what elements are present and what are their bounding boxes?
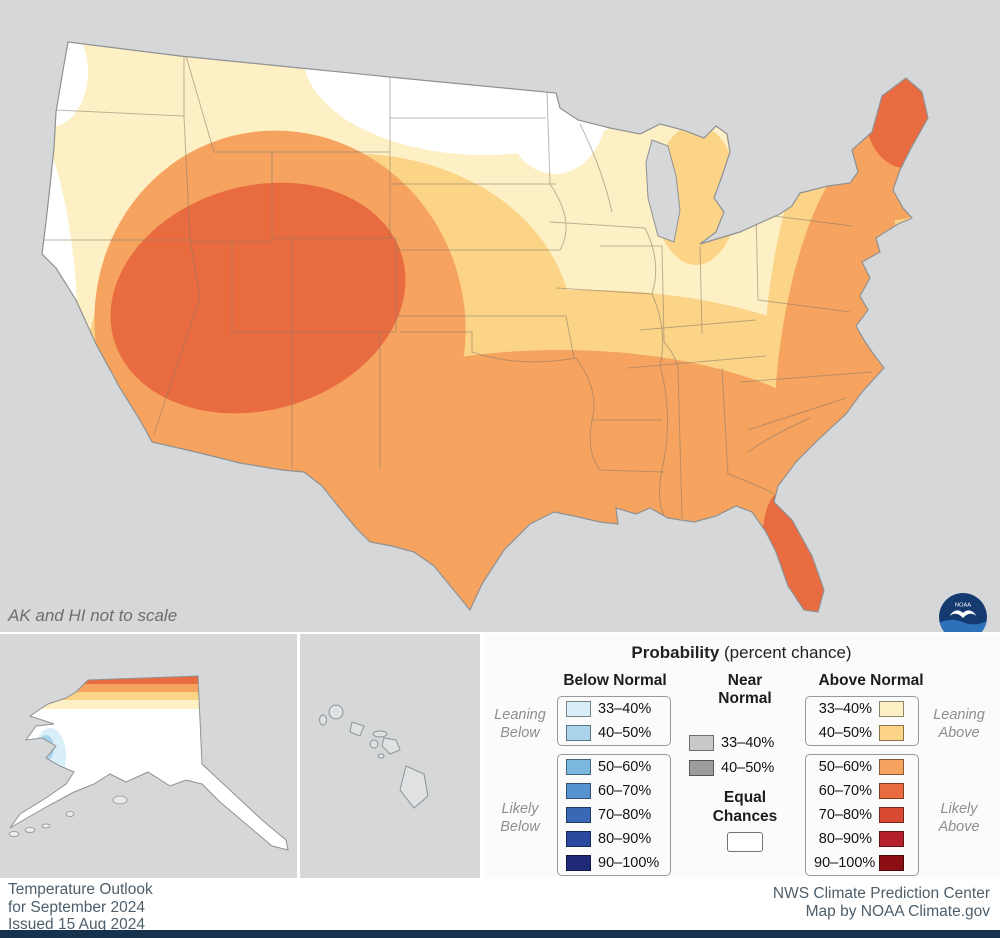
probability-swatch — [879, 783, 904, 799]
probability-range: 33–40% — [598, 701, 652, 717]
lake-michigan — [645, 139, 681, 243]
probability-range: 70–80% — [598, 807, 652, 823]
hawaii-islands — [319, 704, 429, 809]
us-outline — [41, 41, 929, 613]
legend-row: 90–100% — [566, 855, 662, 871]
probability-range: 90–100% — [814, 855, 876, 871]
probability-range: 50–60% — [818, 759, 872, 775]
leaning-above-label: Leaning Above — [933, 707, 985, 741]
bottom-accent-bar — [0, 930, 1000, 938]
probability-swatch — [566, 831, 591, 847]
probability-range: 40–50% — [598, 725, 652, 741]
probability-range: 33–40% — [721, 735, 775, 751]
legend-row: 50–60% — [566, 759, 662, 775]
footer-valid-period: for September 2024 — [8, 898, 146, 916]
likely-above-label: Likely Above — [938, 801, 980, 835]
legend-title-note: (percent chance) — [719, 643, 852, 662]
probability-swatch — [879, 759, 904, 775]
above-likely-group: 50–60% 60–70% 70–80% 80–90% 90–100% — [805, 754, 919, 876]
near-normal-header: Near Normal — [718, 672, 772, 707]
probability-range: 50–60% — [598, 759, 652, 775]
probability-swatch — [566, 759, 591, 775]
footer-credit: Map by NOAA Climate.gov — [805, 903, 990, 920]
probability-swatch — [689, 735, 714, 751]
probability-range: 60–70% — [818, 783, 872, 799]
above-normal-header: Above Normal — [818, 672, 924, 689]
legend-row: 80–90% — [566, 831, 662, 847]
footer-right: NWS Climate Prediction Center Map by NOA… — [773, 885, 990, 921]
legend-row: 33–40% — [814, 701, 910, 717]
probability-range: 70–80% — [818, 807, 872, 823]
footer: Temperature Outlook for September 2024 I… — [0, 878, 1000, 933]
legend-title: Probability (percent chance) — [483, 643, 1000, 663]
insets-row: Probability (percent chance) Below Norma… — [0, 632, 1000, 878]
below-leaning-group: 33–40% 40–50% — [557, 696, 671, 746]
footer-issued-date: Issued 15 Aug 2024 — [8, 916, 146, 933]
alaska-shading — [10, 676, 288, 850]
legend-row: 50–60% — [814, 759, 910, 775]
probability-swatch — [566, 701, 591, 717]
probability-range: 60–70% — [598, 783, 652, 799]
state-borders — [44, 54, 873, 519]
probability-swatch — [879, 807, 904, 823]
alaska-inset — [0, 634, 297, 878]
probability-legend: Probability (percent chance) Below Norma… — [483, 634, 1000, 878]
legend-row: 80–90% — [814, 831, 910, 847]
legend-row: 33–40% — [689, 735, 774, 751]
noaa-logo-text: NOAA — [955, 603, 971, 609]
probability-range: 33–40% — [818, 701, 872, 717]
legend-row: 60–70% — [566, 783, 662, 799]
likely-below-label: Likely Below — [500, 801, 540, 835]
probability-range: 40–50% — [818, 725, 872, 741]
equal-chances-swatch — [727, 832, 763, 852]
probability-swatch — [689, 760, 714, 776]
hawaii-inset — [300, 634, 480, 878]
above-leaning-group: 33–40% 40–50% — [805, 696, 919, 746]
legend-row: 33–40% — [566, 701, 662, 717]
legend-title-word: Probability — [631, 643, 720, 662]
legend-row: 40–50% — [566, 725, 662, 741]
probability-swatch — [566, 725, 591, 741]
equal-chances-label: Equal Chances — [712, 789, 778, 825]
footer-left: Temperature Outlook for September 2024 I… — [8, 881, 153, 934]
leaning-below-label: Leaning Below — [494, 707, 546, 741]
legend-row: 70–80% — [814, 807, 910, 823]
probability-swatch — [879, 855, 904, 871]
below-likely-group: 50–60% 60–70% 70–80% 80–90% 90–100% — [557, 754, 671, 876]
footer-product-title: Temperature Outlook — [8, 881, 153, 898]
scale-note: AK and HI not to scale — [8, 606, 178, 625]
probability-range: 80–90% — [818, 831, 872, 847]
legend-row: 90–100% — [814, 855, 910, 871]
probability-swatch — [879, 701, 904, 717]
probability-swatch — [879, 831, 904, 847]
footer-source: NWS Climate Prediction Center — [772, 885, 990, 902]
conus-map — [41, 41, 929, 613]
alaska-outline — [9, 675, 289, 851]
below-normal-header: Below Normal — [563, 672, 667, 689]
probability-swatch — [566, 783, 591, 799]
legend-row: 40–50% — [814, 725, 910, 741]
probability-swatch — [566, 855, 591, 871]
probability-swatch — [566, 807, 591, 823]
probability-range: 90–100% — [598, 855, 660, 871]
legend-row: 60–70% — [814, 783, 910, 799]
noaa-gull-icon — [949, 610, 977, 619]
probability-range: 40–50% — [721, 760, 775, 776]
conus-map-panel: AK and HI not to scale NOAA — [0, 0, 1000, 641]
legend-row: 40–50% — [689, 760, 774, 776]
probability-swatch — [879, 725, 904, 741]
probability-range: 80–90% — [598, 831, 652, 847]
aleutian-islands — [8, 795, 128, 837]
legend-row: 70–80% — [566, 807, 662, 823]
